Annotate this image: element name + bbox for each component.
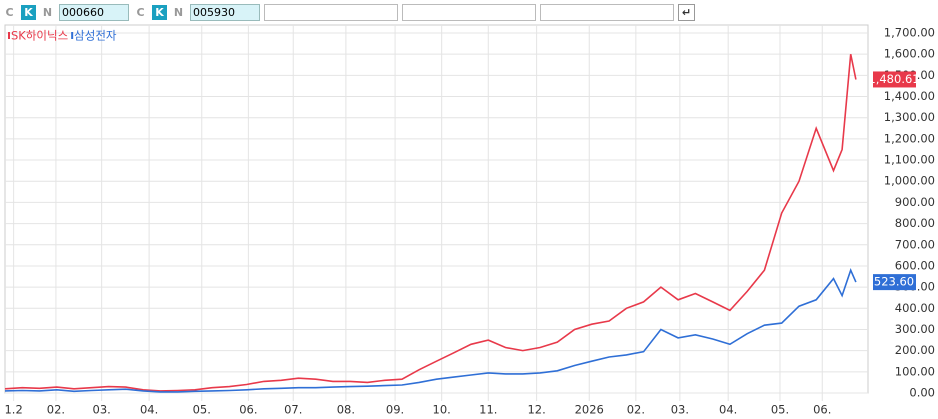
y-tick-label: 1,300.00 <box>884 110 935 124</box>
x-tick-label: 07. <box>284 403 302 417</box>
y-tick-label: 1,200.00 <box>884 131 935 145</box>
legend-marker <box>71 32 74 39</box>
y-tick-label: 600.00 <box>895 258 935 272</box>
series-line <box>4 54 857 392</box>
flag-n[interactable]: N <box>42 5 53 19</box>
y-tick-label: 1,000.00 <box>884 174 935 188</box>
y-tick-label: 1,600.00 <box>884 47 935 61</box>
x-tick-label: 12. <box>527 403 545 417</box>
legend-label: 삼성전자 <box>74 29 117 43</box>
x-tick-label: 09. <box>386 403 404 417</box>
x-tick-label: 06. <box>813 403 831 417</box>
code-input[interactable] <box>402 3 536 21</box>
code-input[interactable]: 005930 <box>190 3 260 21</box>
y-tick-label: 1,100.00 <box>884 153 935 167</box>
code-input[interactable] <box>264 3 398 21</box>
x-tick-label: 02. <box>47 403 65 417</box>
apply-button[interactable]: ↵ <box>678 3 695 21</box>
end-value-label: 1,480.61 <box>868 72 919 86</box>
x-tick-label: 11. <box>479 403 497 417</box>
flag-c[interactable]: C <box>5 5 14 19</box>
x-tick-label: 04. <box>140 403 158 417</box>
end-value-box <box>873 71 916 88</box>
x-tick-label: 1.2 <box>4 403 22 417</box>
end-value-box <box>873 274 916 291</box>
y-tick-label: 200.00 <box>895 343 935 357</box>
x-tick-label: 02. <box>627 403 645 417</box>
y-tick-label: 800.00 <box>895 216 935 230</box>
y-tick-label: 0.00 <box>909 386 935 400</box>
y-tick-label: 900.00 <box>895 195 935 209</box>
x-tick-label: 05. <box>771 403 789 417</box>
flag-k[interactable]: K <box>152 4 167 20</box>
x-tick-label: 06. <box>239 403 257 417</box>
legend-label: SK하이닉스 <box>11 29 68 43</box>
y-tick-label: 100.00 <box>895 364 935 378</box>
y-tick-label: 1,400.00 <box>884 89 935 103</box>
x-tick-label: 05. <box>193 403 211 417</box>
legend-marker <box>8 32 10 39</box>
y-tick-label: 700.00 <box>895 237 935 251</box>
end-value-label: 523.60 <box>874 275 914 289</box>
flag-n[interactable]: N <box>173 5 184 19</box>
x-tick-label: 2026 <box>575 403 604 417</box>
y-tick-label: 1,700.00 <box>884 26 935 40</box>
flag-c[interactable]: C <box>136 5 145 19</box>
x-tick-label: 03. <box>671 403 689 417</box>
x-tick-label: 10. <box>433 403 451 417</box>
y-tick-label: 300.00 <box>895 322 935 336</box>
flag-k[interactable]: K <box>21 4 36 20</box>
code-input[interactable] <box>540 3 674 21</box>
plot-frame <box>4 24 869 394</box>
toolbar: C K N 000660 C K N 005930 ↵ <box>0 0 938 24</box>
x-tick-label: 03. <box>93 403 111 417</box>
x-tick-label: 04. <box>719 403 737 417</box>
y-tick-label: 400.00 <box>895 301 935 315</box>
code-input[interactable]: 000660 <box>59 3 129 21</box>
series-line <box>4 267 857 393</box>
x-tick-label: 08. <box>337 403 355 417</box>
